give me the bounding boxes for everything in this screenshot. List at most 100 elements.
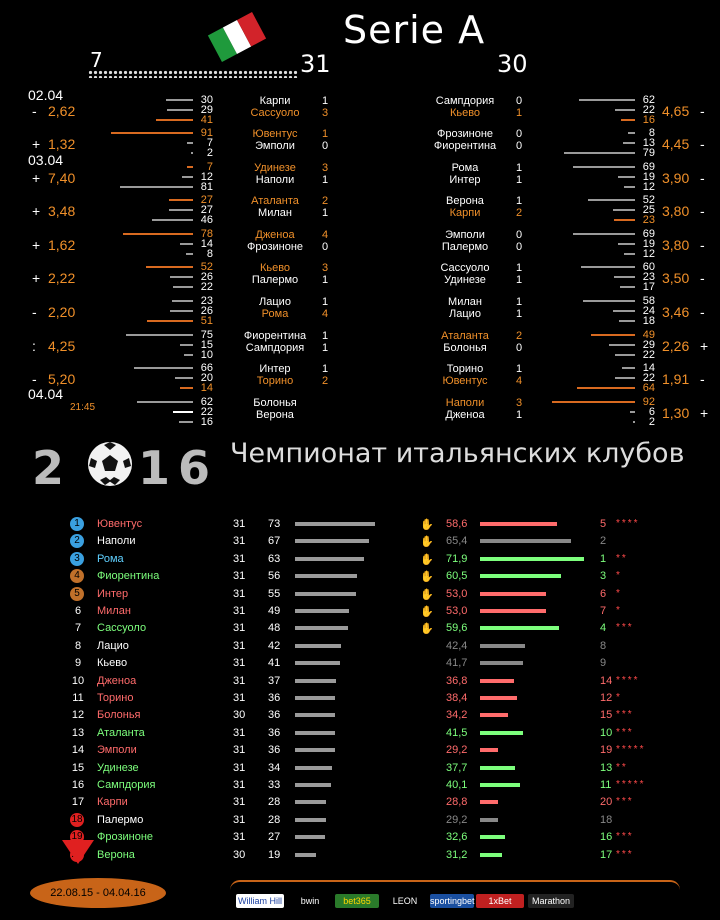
probability-label: 78 xyxy=(200,228,213,240)
games-played: 31 xyxy=(233,779,246,791)
probability-label: 14 xyxy=(200,238,213,250)
points: 48 xyxy=(268,622,281,635)
position-badge: 5 xyxy=(70,586,84,601)
rank-by-percentage: 5 xyxy=(600,518,607,530)
rank-change-stars: **** xyxy=(616,674,640,686)
probability-bar xyxy=(608,344,635,346)
page-title: Serie A xyxy=(343,8,486,52)
points-bar xyxy=(295,574,357,579)
football-icon xyxy=(88,442,132,486)
games-played: 31 xyxy=(233,605,246,617)
odds-sign: + xyxy=(700,338,709,354)
position-number: 16 xyxy=(71,779,85,791)
odds-sign: - xyxy=(700,103,705,119)
relegation-arrow-icon xyxy=(62,840,94,864)
probability-bar xyxy=(617,176,635,178)
probability-label: 22 xyxy=(642,372,655,384)
odds-sign: + xyxy=(32,270,41,286)
probability-bar xyxy=(581,266,635,268)
odds-sign: - xyxy=(32,304,37,320)
points-bar xyxy=(295,626,348,631)
table-row: 5 Интер 31 55 ✋ 53,0 6 * xyxy=(0,586,720,603)
odds-sign: + xyxy=(700,405,709,421)
percentage-bar xyxy=(480,730,523,735)
win-percentage: 41,7 xyxy=(446,657,468,670)
probability-bar xyxy=(186,142,193,144)
probability-bar xyxy=(618,320,635,322)
percentage-bar xyxy=(480,556,584,561)
rank-change-stars: *** xyxy=(616,726,634,738)
team-away: Сассуоло xyxy=(250,107,300,119)
year-digit-1: 1 xyxy=(138,441,170,490)
percentage-bar xyxy=(480,591,546,596)
probability-label: 12 xyxy=(642,181,655,193)
team-home: Дженоа xyxy=(255,229,295,241)
thumbs-up-icon: ✋ xyxy=(420,571,434,584)
team-away: Рома xyxy=(261,308,289,320)
probability-bar xyxy=(182,176,193,178)
table-row: 12 Болонья 30 36 34,2 15 *** xyxy=(0,707,720,724)
win-percentage: 53,0 xyxy=(446,605,468,617)
rank-by-percentage: 12 xyxy=(600,692,613,704)
table-row: 19 Фрозиноне 31 27 32,6 16 *** xyxy=(0,829,720,846)
probability-label: 81 xyxy=(200,181,213,193)
points: 34 xyxy=(268,761,281,774)
points: 36 xyxy=(268,726,281,739)
probability-label: 7 xyxy=(206,137,213,149)
team-name: Дженоа xyxy=(97,674,137,687)
odds-sign: - xyxy=(700,304,705,320)
odds-value: 2,26 xyxy=(662,338,690,354)
rank-change-stars: * xyxy=(616,692,622,703)
probability-label: 22 xyxy=(642,104,655,116)
date-label: 02.04 xyxy=(28,87,64,103)
probability-label: 20 xyxy=(200,372,213,384)
team-name: Верона xyxy=(97,848,135,861)
team-away: Эмполи xyxy=(255,140,295,152)
games-played: 31 xyxy=(233,674,246,687)
probability-label: 6 xyxy=(648,406,655,418)
probability-bar xyxy=(633,421,635,423)
probability-bar xyxy=(590,334,635,336)
percentage-bar xyxy=(480,678,514,683)
year-digit-2: 2 xyxy=(32,441,64,490)
team-name: Ювентус xyxy=(97,518,143,530)
probability-bar xyxy=(579,99,635,101)
probability-bar xyxy=(133,367,193,369)
points: 67 xyxy=(268,535,281,548)
team-home: Рома xyxy=(451,162,479,174)
points: 36 xyxy=(268,744,281,757)
probability-bar xyxy=(178,421,193,423)
points-bar xyxy=(295,835,325,840)
probability-label: 69 xyxy=(642,228,655,240)
probability-label: 17 xyxy=(642,281,655,293)
odds-sign: - xyxy=(700,203,705,219)
percentage-bar xyxy=(480,817,499,822)
probability-bar xyxy=(168,209,193,211)
team-home: Сампдория xyxy=(435,95,495,107)
points-bar xyxy=(295,556,365,561)
probability-bar xyxy=(622,367,635,369)
games-played: 30 xyxy=(233,848,246,861)
probability-bar xyxy=(180,243,193,245)
team-home: Верона xyxy=(446,195,484,207)
points-bar xyxy=(295,539,369,544)
probability-bar xyxy=(624,253,635,255)
team-home: Лацио xyxy=(259,296,291,308)
team-away: Дженоа xyxy=(445,409,485,421)
odds-value: 1,32 xyxy=(48,136,76,152)
bookmaker-brace xyxy=(230,880,680,892)
points-bar xyxy=(295,522,376,526)
position-number: 13 xyxy=(71,726,85,739)
rank-by-percentage: 11 xyxy=(600,779,612,791)
round-right: 30 xyxy=(497,50,528,78)
position-number: 8 xyxy=(74,639,82,652)
year-digit-6: 6 xyxy=(178,441,210,490)
rank-change-stars: **** xyxy=(616,518,640,529)
match-time: 21:45 xyxy=(70,402,96,413)
probability-label: 29 xyxy=(200,104,213,116)
bookmaker-logo: bet365 xyxy=(335,894,379,908)
games-played: 31 xyxy=(233,831,246,844)
probability-bar xyxy=(627,132,635,134)
team-name: Торино xyxy=(97,692,134,704)
points-bar xyxy=(295,678,336,683)
